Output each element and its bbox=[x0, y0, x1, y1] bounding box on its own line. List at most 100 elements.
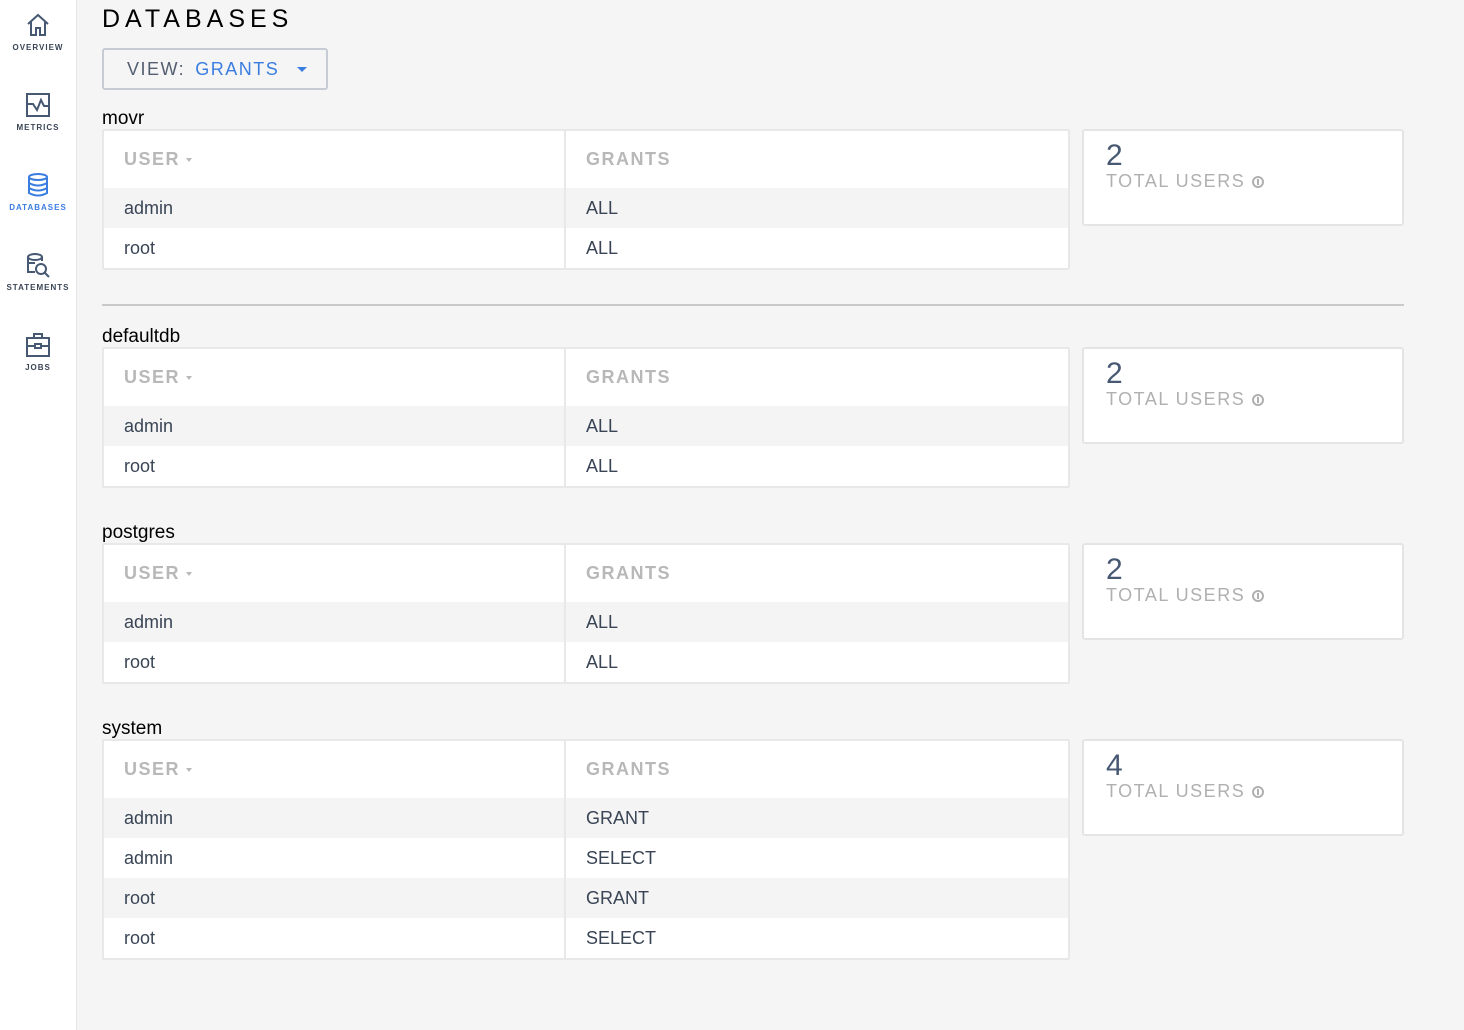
total-users-count: 2 bbox=[1106, 553, 1123, 586]
summary-card: 2 TOTAL USERS bbox=[1082, 347, 1404, 444]
grant-cell: ALL bbox=[586, 237, 619, 258]
sidebar-item-label: OVERVIEW bbox=[12, 43, 64, 52]
grant-cell: ALL bbox=[586, 455, 619, 476]
sidebar-item-overview[interactable]: OVERVIEW bbox=[0, 12, 76, 52]
database-section: postgres USER GRANTS admin ALL root ALL 2 TOTA… bbox=[102, 522, 1404, 684]
total-users-count: 2 bbox=[1106, 357, 1123, 390]
grant-cell: ALL bbox=[586, 197, 619, 218]
user-cell: root bbox=[104, 878, 566, 918]
divider bbox=[102, 304, 1404, 306]
column-header-user[interactable]: USER bbox=[104, 545, 566, 602]
user-cell: root bbox=[104, 446, 566, 486]
info-icon[interactable] bbox=[1252, 785, 1265, 798]
grants-table: USER GRANTS admin ALL root ALL bbox=[102, 347, 1070, 488]
grant-cell: ALL bbox=[586, 611, 619, 632]
database-section: defaultdb USER GRANTS admin ALL root ALL 2 TOT… bbox=[102, 326, 1404, 488]
total-users-label: TOTAL USERS bbox=[1106, 781, 1246, 801]
info-icon[interactable] bbox=[1252, 175, 1265, 188]
sort-caret-icon bbox=[186, 571, 193, 576]
table-row: root GRANT bbox=[104, 878, 1068, 918]
user-cell: admin bbox=[104, 188, 566, 228]
user-cell: admin bbox=[104, 406, 566, 446]
table-row: admin ALL bbox=[104, 602, 1068, 642]
column-header-user[interactable]: USER bbox=[104, 131, 566, 188]
grant-cell: GRANT bbox=[586, 887, 649, 908]
table-header: USER GRANTS bbox=[104, 131, 1068, 188]
column-label: USER bbox=[124, 367, 181, 387]
database-section: system USER GRANTS admin GRANT admin SELECT ro… bbox=[102, 718, 1404, 960]
statements-icon bbox=[27, 253, 50, 278]
database-name: defaultdb bbox=[102, 326, 181, 347]
jobs-icon bbox=[26, 333, 50, 357]
column-header-grants: GRANTS bbox=[586, 149, 671, 169]
user-cell: admin bbox=[104, 602, 566, 642]
page-title: DATABASES bbox=[102, 5, 294, 33]
sidebar-item-label: JOBS bbox=[25, 363, 51, 372]
sidebar-item-label: DATABASES bbox=[9, 203, 67, 212]
column-label: USER bbox=[124, 149, 181, 169]
sort-caret-icon bbox=[186, 157, 193, 162]
column-label: USER bbox=[124, 563, 181, 583]
caret-down-icon bbox=[297, 66, 308, 72]
table-header: USER GRANTS bbox=[104, 741, 1068, 798]
sidebar-item-databases[interactable]: DATABASES bbox=[0, 172, 76, 212]
table-row: admin GRANT bbox=[104, 798, 1068, 838]
summary-card: 2 TOTAL USERS bbox=[1082, 129, 1404, 226]
column-header-grants: GRANTS bbox=[586, 367, 671, 387]
grant-cell: ALL bbox=[586, 415, 619, 436]
database-name: postgres bbox=[102, 522, 175, 543]
total-users-label: TOTAL USERS bbox=[1106, 171, 1246, 191]
grants-table: USER GRANTS admin ALL root ALL bbox=[102, 543, 1070, 684]
table-row: root ALL bbox=[104, 642, 1068, 682]
sidebar-item-label: STATEMENTS bbox=[6, 283, 70, 292]
table-row: root SELECT bbox=[104, 918, 1068, 958]
table-row: admin ALL bbox=[104, 188, 1068, 228]
sidebar-item-statements[interactable]: STATEMENTS bbox=[0, 252, 76, 292]
user-cell: root bbox=[104, 228, 566, 268]
sort-caret-icon bbox=[186, 375, 193, 380]
summary-card: 4 TOTAL USERS bbox=[1082, 739, 1404, 836]
grants-table: USER GRANTS admin GRANT admin SELECT root GRANT… bbox=[102, 739, 1070, 960]
sidebar-item-metrics[interactable]: METRICS bbox=[0, 92, 76, 132]
user-cell: root bbox=[104, 642, 566, 682]
grant-cell: SELECT bbox=[586, 927, 657, 948]
view-dropdown[interactable]: VIEW: GRANTS bbox=[102, 48, 328, 90]
table-row: root ALL bbox=[104, 228, 1068, 268]
database-name: movr bbox=[102, 108, 145, 129]
table-row: admin SELECT bbox=[104, 838, 1068, 878]
metrics-icon bbox=[26, 93, 50, 117]
info-icon[interactable] bbox=[1252, 589, 1265, 602]
grant-cell: GRANT bbox=[586, 807, 649, 828]
home-icon bbox=[27, 13, 49, 36]
table-header: USER GRANTS bbox=[104, 349, 1068, 406]
total-users-label: TOTAL USERS bbox=[1106, 389, 1246, 409]
view-label: VIEW: bbox=[127, 58, 186, 79]
sidebar-item-label: METRICS bbox=[16, 123, 60, 132]
grant-cell: ALL bbox=[586, 651, 619, 672]
user-cell: admin bbox=[104, 838, 566, 878]
database-name: system bbox=[102, 718, 163, 739]
column-header-grants: GRANTS bbox=[586, 563, 671, 583]
table-row: root ALL bbox=[104, 446, 1068, 486]
total-users-count: 4 bbox=[1106, 749, 1123, 782]
grant-cell: SELECT bbox=[586, 847, 657, 868]
user-cell: admin bbox=[104, 798, 566, 838]
sort-caret-icon bbox=[186, 767, 193, 772]
total-users-count: 2 bbox=[1106, 139, 1123, 172]
table-header: USER GRANTS bbox=[104, 545, 1068, 602]
summary-card: 2 TOTAL USERS bbox=[1082, 543, 1404, 640]
sidebar: OVERVIEW METRICS DATABASES STATEMENTS JO… bbox=[0, 0, 77, 1030]
view-value: GRANTS bbox=[195, 58, 280, 79]
table-row: admin ALL bbox=[104, 406, 1068, 446]
grants-table: USER GRANTS admin ALL root ALL bbox=[102, 129, 1070, 270]
column-header-grants: GRANTS bbox=[586, 759, 671, 779]
sidebar-item-jobs[interactable]: JOBS bbox=[0, 332, 76, 372]
database-icon bbox=[28, 173, 48, 197]
column-header-user[interactable]: USER bbox=[104, 741, 566, 798]
total-users-label: TOTAL USERS bbox=[1106, 585, 1246, 605]
column-header-user[interactable]: USER bbox=[104, 349, 566, 406]
user-cell: root bbox=[104, 918, 566, 958]
column-label: USER bbox=[124, 759, 181, 779]
info-icon[interactable] bbox=[1252, 393, 1265, 406]
database-section: movr USER GRANTS admin ALL root ALL 2 TOTAL US… bbox=[102, 108, 1404, 270]
